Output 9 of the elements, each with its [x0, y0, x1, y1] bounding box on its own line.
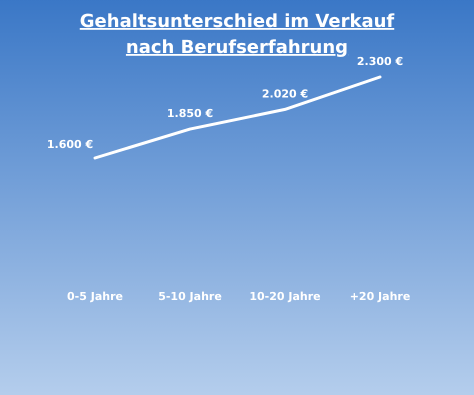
x-tick-label: 10-20 Jahre	[249, 290, 321, 303]
data-label: 1.850 €	[166, 107, 214, 120]
x-tick-label: +20 Jahre	[350, 290, 410, 303]
x-tick-label: 0-5 Jahre	[67, 290, 123, 303]
data-label: 2.020 €	[262, 87, 308, 100]
data-label: 1.600 €	[46, 138, 94, 151]
x-tick-label: 5-10 Jahre	[158, 290, 222, 303]
data-label: 2.300 €	[356, 55, 404, 68]
chart-title: Gehaltsunterschied im Verkauf nach Berufserfahrung	[80, 11, 394, 58]
